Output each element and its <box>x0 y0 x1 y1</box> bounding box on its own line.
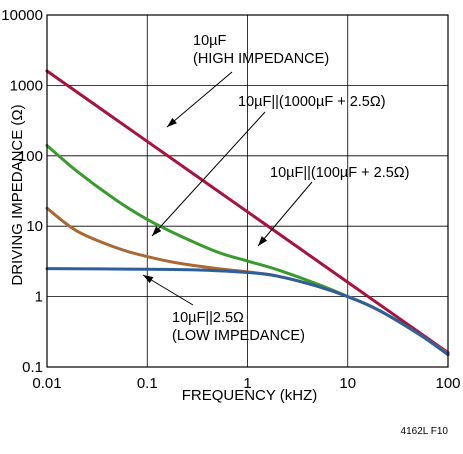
x-tick-label: 0.1 <box>137 375 158 392</box>
annotations: 10µF (HIGH IMPEDANCE) 10µF||(1000µF + 2.5Ω… <box>172 33 409 344</box>
y-tick-label: 1000 <box>10 77 43 94</box>
x-tick-label: 10 <box>339 375 356 392</box>
arrowhead <box>143 275 154 284</box>
annotation-arrows <box>142 71 313 306</box>
y-tick-label: 10 <box>26 218 43 235</box>
annotation-label: 10µF||2.5Ω <box>172 310 244 326</box>
annotation-label: (LOW IMPEDANCE) <box>172 328 305 344</box>
annotation-label: 10µF||(100µF + 2.5Ω) <box>270 165 409 181</box>
arrowhead <box>167 117 177 127</box>
plot-frame <box>46 14 449 368</box>
grid <box>47 15 448 367</box>
x-tick-label: 0.01 <box>32 375 61 392</box>
annotation-arrow <box>257 181 313 247</box>
series-line-3 <box>45 267 450 357</box>
y-axis-label: DRIVING IMPEDANCE (Ω) <box>9 104 26 285</box>
series-lines <box>45 69 450 357</box>
figure-id: 4162L F10 <box>401 426 449 437</box>
x-tick-label: 100 <box>435 375 460 392</box>
y-tick-label: 10000 <box>1 7 43 24</box>
series-line-0 <box>45 69 450 355</box>
x-tick-label: 1 <box>243 375 251 392</box>
annotation-label: 10µF <box>193 33 226 49</box>
arrowhead <box>258 236 268 246</box>
y-tick-label: 100 <box>18 148 43 165</box>
x-axis-label: FREQUENCY (kHZ) <box>182 387 318 404</box>
y-tick-label: 0.1 <box>22 359 43 376</box>
annotation-arrow <box>151 111 266 237</box>
y-tick-label: 1 <box>35 289 43 306</box>
annotation-label: (HIGH IMPEDANCE) <box>193 51 329 67</box>
annotation-arrow <box>166 71 233 128</box>
arrowhead <box>152 226 162 236</box>
annotation-label: 10µF||(1000µF + 2.5Ω) <box>238 94 386 110</box>
